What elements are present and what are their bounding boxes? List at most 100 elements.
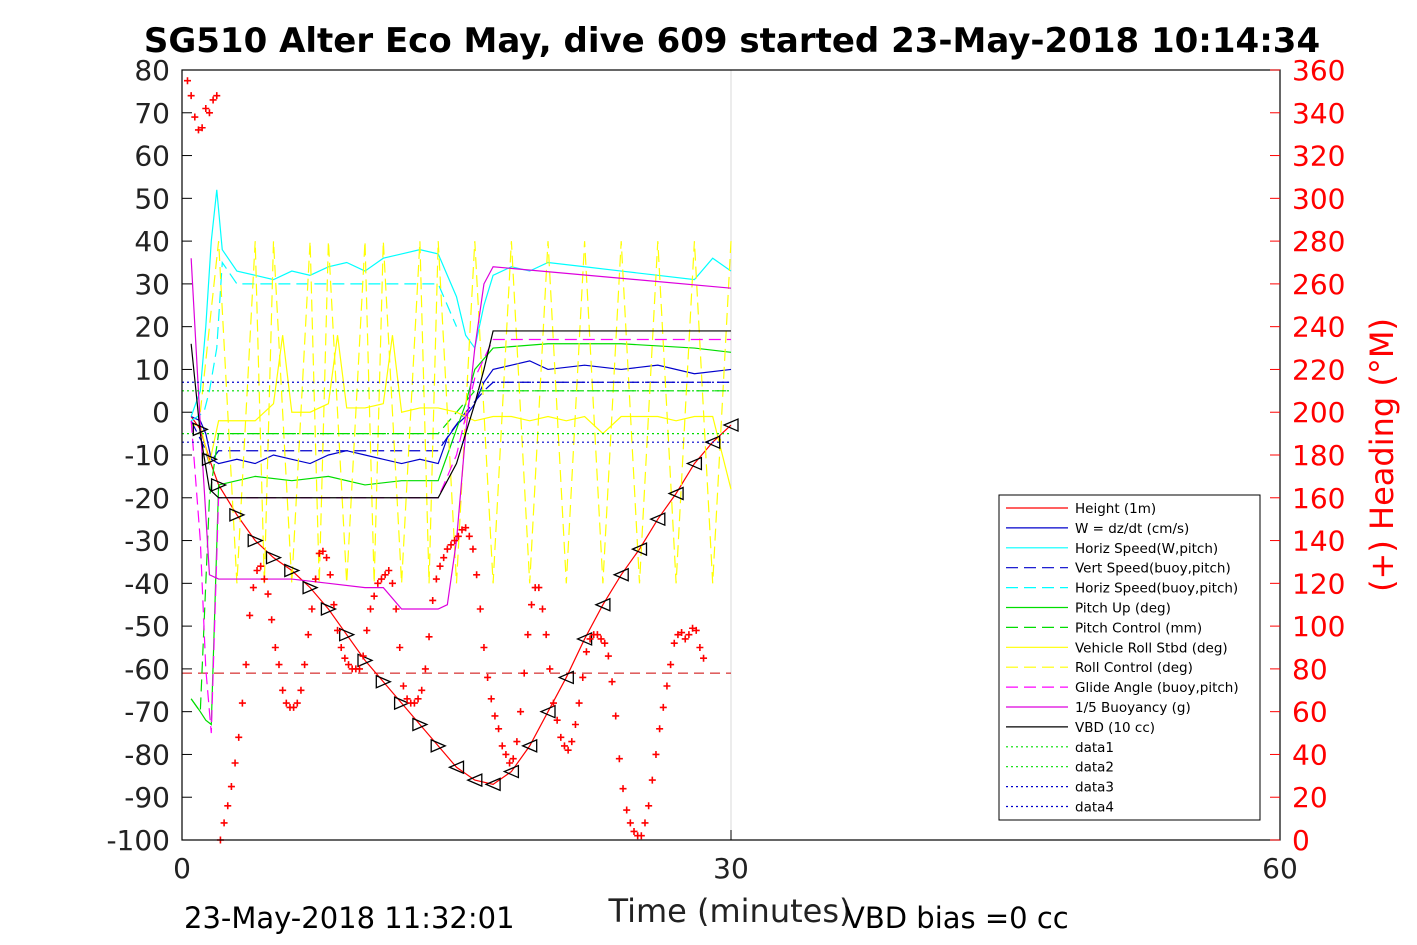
depth-marker [210, 477, 228, 492]
legend-label: Horiz Speed(W,pitch) [1075, 541, 1218, 557]
y-tick-label: -40 [124, 567, 170, 600]
heading-point [345, 661, 353, 669]
y2-tick-label: 240 [1292, 311, 1345, 344]
heading-point [213, 92, 221, 100]
y2-tick-label: 200 [1292, 396, 1345, 429]
heading-point [520, 669, 528, 677]
y-tick-label: 60 [134, 140, 170, 173]
depth-marker [539, 704, 556, 719]
heading-point [626, 819, 634, 827]
y-tick-label: 40 [134, 225, 170, 258]
heading-point [399, 682, 407, 690]
heading-point [692, 626, 700, 634]
y2-tick-label: 20 [1292, 781, 1328, 814]
heading-point [681, 635, 689, 643]
heading-point [447, 541, 455, 549]
heading-point [319, 547, 327, 555]
depth-marker [557, 670, 574, 685]
heading-point [202, 105, 210, 112]
heading-point [568, 738, 576, 746]
plot-area [182, 77, 739, 844]
heading-point [198, 124, 206, 132]
heading-point [641, 819, 649, 827]
heading-point [205, 109, 213, 117]
depth-marker [612, 567, 629, 582]
heading-point [312, 575, 320, 583]
y2-tick-label: 60 [1292, 696, 1328, 729]
y-tick-label: 10 [134, 353, 170, 386]
heading-point [246, 611, 254, 619]
y2-tick-label: 220 [1292, 353, 1345, 386]
legend-label: data3 [1075, 780, 1114, 796]
depth-marker [201, 452, 219, 467]
heading-point [645, 802, 653, 810]
y-tick-label: -20 [124, 482, 170, 515]
legend-label: Height (1m) [1075, 501, 1156, 517]
heading-point [410, 699, 418, 707]
depth-marker [685, 456, 703, 471]
heading-point [282, 699, 290, 707]
y2-tick-label: 160 [1292, 482, 1345, 515]
depth-marker [247, 533, 264, 548]
depth-marker [521, 738, 538, 753]
heading-point [586, 635, 594, 643]
heading-point [637, 832, 645, 840]
heading-point [667, 661, 675, 669]
heading-point [601, 639, 609, 647]
heading-point [220, 819, 228, 827]
y2-axis-label: (+) Heading (°M) [1363, 318, 1401, 592]
heading-point [293, 699, 301, 707]
y-tick-label: -90 [124, 781, 170, 814]
heading-point [502, 750, 510, 758]
heading-point [700, 654, 708, 662]
heading-point [473, 571, 481, 579]
depth-marker [320, 602, 338, 616]
heading-point [385, 567, 393, 574]
heading-point [231, 759, 239, 767]
heading-point [359, 652, 367, 660]
depth-marker [704, 435, 721, 450]
heading-point [571, 721, 579, 728]
y-tick-label: 20 [134, 311, 170, 344]
legend-label: Vehicle Roll Stbd (deg) [1075, 640, 1228, 656]
depth-marker [430, 738, 447, 753]
depth-marker [412, 717, 429, 732]
y2-tick-label: 320 [1292, 140, 1345, 173]
heading-point [224, 802, 232, 810]
heading-point [462, 524, 470, 532]
legend-label: data1 [1075, 740, 1114, 756]
legend-label: Pitch Up (deg) [1075, 601, 1171, 617]
chart-title: SG510 Alter Eco May, dive 609 started 23… [144, 21, 1320, 61]
heading-point [652, 750, 660, 758]
y2-tick-label: 120 [1292, 567, 1345, 600]
heading-point [264, 590, 272, 598]
depth-marker [284, 563, 301, 578]
y2-tick-label: 140 [1292, 525, 1345, 558]
heading-point [323, 554, 331, 562]
heading-point [418, 686, 426, 694]
heading-point [549, 699, 557, 707]
legend: Height (1m) W = dz/dt (cm/s) Horiz Speed(W… [998, 494, 1261, 821]
legend-label: W = dz/dt (cm/s) [1075, 521, 1189, 537]
heading-point [268, 616, 276, 624]
y-tick-label: 70 [134, 97, 170, 130]
heading-point [421, 665, 429, 673]
heading-point [506, 759, 514, 767]
heading-point [560, 742, 568, 750]
heading-point [491, 712, 499, 720]
heading-point [659, 703, 667, 711]
y2-tick-label: 340 [1292, 97, 1345, 130]
heading-point [209, 96, 217, 104]
heading-point [663, 682, 671, 690]
heading-point [249, 584, 257, 592]
series-line-w-dz-dt-cm-s- [190, 360, 732, 465]
series-line-horiz-speed-buoy-pitch- [190, 260, 458, 422]
heading-point [297, 686, 305, 694]
heading-point [370, 592, 378, 600]
heading-point [187, 92, 195, 100]
heading-point [582, 648, 590, 656]
heading-point [388, 579, 396, 587]
heading-point [183, 77, 191, 85]
legend-label: data4 [1075, 800, 1114, 816]
heading-point [575, 699, 583, 707]
